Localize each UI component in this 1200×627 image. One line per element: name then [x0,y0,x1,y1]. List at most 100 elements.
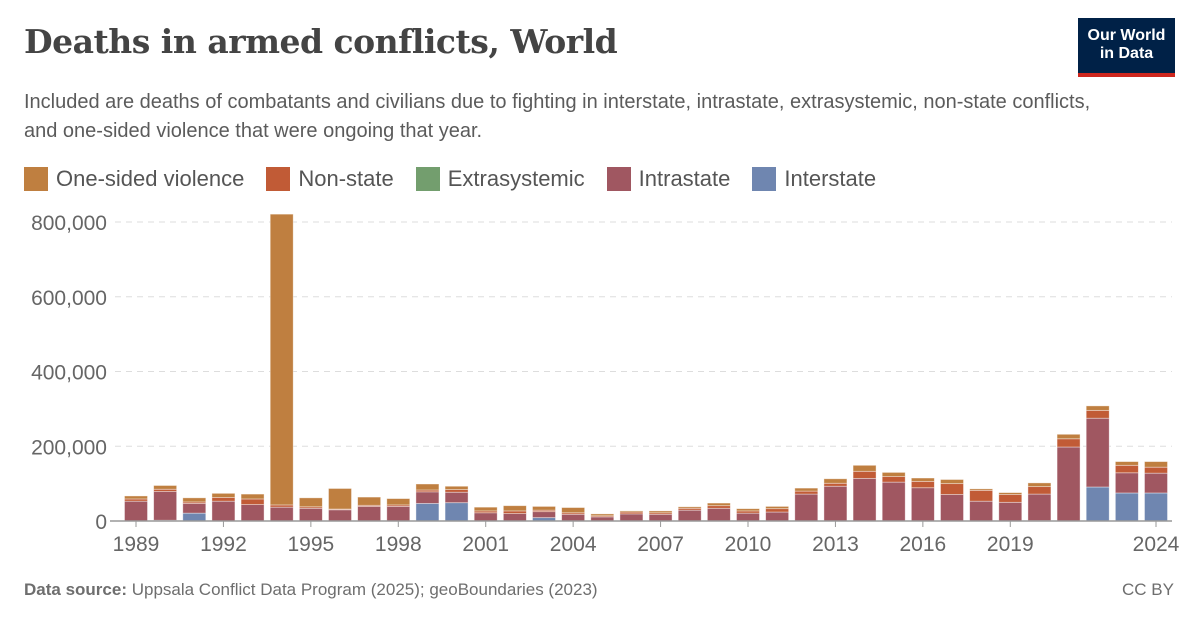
bar-2019-non-state [998,494,1023,503]
bar-2021-one-sided-violence [1056,433,1081,440]
x-tick-label: 2004 [550,533,597,556]
bar-2023-interstate [1114,492,1139,522]
owid-logo[interactable]: Our World in Data [1078,18,1175,77]
bar-1992-non-state [211,497,236,502]
legend-label: Interstate [784,166,877,191]
bar-2013-one-sided-violence [823,478,848,484]
bar-2000-interstate [444,502,469,522]
x-tick-label: 1992 [200,533,247,556]
y-tick-label: 200,000 [31,436,107,459]
bar-2015-non-state [881,476,906,483]
bar-2024-intrastate [1144,472,1168,494]
bar-2021-intrastate [1056,446,1081,522]
bar-2011-non-state [765,508,790,513]
x-tick-label: 2001 [462,533,509,556]
bar-2024-non-state [1144,466,1168,474]
bar-1990-one-sided-violence [153,485,178,490]
legend-swatch [606,167,631,191]
bar-2015-one-sided-violence [881,472,906,477]
legend-label: One-sided violence [56,166,245,191]
legend-item-non-state[interactable]: Non-state [266,166,394,192]
legend-swatch [415,167,440,191]
bar-1999-intrastate [415,491,440,504]
bar-2012-non-state [794,490,819,495]
bar-2007-one-sided-violence [648,510,673,514]
bar-2013-non-state [823,482,848,487]
bar-2000-one-sided-violence [444,485,469,491]
bar-2019-intrastate [998,501,1023,522]
bar-2018-intrastate [969,500,994,522]
bar-1992-intrastate [211,500,236,522]
bar-1996-intrastate [328,509,352,522]
bar-2006-intrastate [619,513,644,522]
bar-2020-non-state [1027,486,1052,495]
bar-1993-intrastate [240,504,265,522]
license[interactable]: CC BY [1122,580,1174,599]
bar-2010-intrastate [736,512,760,522]
chart-subtitle: Included are deaths of combatants and ci… [24,91,1091,142]
bar-2021-non-state [1056,438,1081,448]
y-tick-label: 400,000 [31,362,107,385]
bar-1991-intrastate [182,503,207,514]
bar-2019-one-sided-violence [998,492,1023,495]
y-tick-label: 800,000 [31,212,107,235]
x-tick-label: 2024 [1133,533,1180,556]
bar-2013-intrastate [823,485,848,522]
bar-1996-one-sided-violence [328,488,352,510]
bar-1998-one-sided-violence [386,498,411,506]
bar-1991-interstate [182,512,207,522]
bar-2003-one-sided-violence [532,506,556,511]
x-tick-label: 1998 [375,533,422,556]
bar-2016-one-sided-violence [910,477,935,482]
bar-2022-interstate [1085,486,1110,522]
source-text[interactable]: Uppsala Conflict Data Program (2025); ge… [126,580,598,599]
bar-2014-one-sided-violence [852,464,877,472]
bar-2023-non-state [1114,464,1139,474]
bar-1997-one-sided-violence [357,496,382,506]
bar-2009-intrastate [706,507,731,522]
legend-label: Non-state [298,166,394,191]
legend-item-interstate[interactable]: Interstate [752,166,876,192]
x-tick-label: 2007 [637,533,684,556]
bar-2004-intrastate [561,513,586,522]
bar-2018-one-sided-violence [969,488,994,491]
bar-1999-interstate [415,503,440,522]
x-tick-label: 1995 [287,533,334,556]
legend-item-one-sided-violence[interactable]: One-sided violence [24,166,244,192]
bar-1995-intrastate [298,507,323,522]
legend-swatch [266,167,291,191]
bar-1992-one-sided-violence [211,492,236,498]
bar-2020-one-sided-violence [1027,482,1052,488]
bar-2016-intrastate [910,487,935,522]
bar-2014-intrastate [852,477,877,522]
legend-swatch [752,167,777,191]
bar-1994-one-sided-violence [269,213,294,506]
bar-1997-intrastate [357,506,382,522]
y-tick-label: 0 [95,511,107,534]
x-tick-label: 2016 [899,533,946,556]
legend-label: Extrasystemic [447,166,585,191]
bar-2022-one-sided-violence [1085,405,1110,411]
legend: One-sided violence Non-state Extrasystemic… [24,166,898,192]
bar-2012-intrastate [794,493,819,522]
bar-2017-one-sided-violence [940,479,964,485]
bar-2001-one-sided-violence [473,506,498,512]
bar-1999-one-sided-violence [415,483,440,491]
bar-2002-intrastate [502,513,527,522]
bar-2008-one-sided-violence [677,506,702,509]
bar-2011-one-sided-violence [765,506,790,510]
bar-2014-non-state [852,470,877,479]
x-tick-label: 2013 [812,533,859,556]
x-tick-label: 2019 [987,533,1034,556]
legend-item-intrastate[interactable]: Intrastate [606,166,730,192]
bar-2017-non-state [940,483,964,495]
bar-1989-one-sided-violence [124,495,148,500]
legend-item-extrasystemic[interactable]: Extrasystemic [415,166,585,192]
bar-2023-one-sided-violence [1114,461,1139,466]
bar-1991-one-sided-violence [182,497,207,503]
bar-2023-intrastate [1114,472,1139,494]
bar-2012-one-sided-violence [794,487,819,492]
bar-2009-one-sided-violence [706,502,731,507]
